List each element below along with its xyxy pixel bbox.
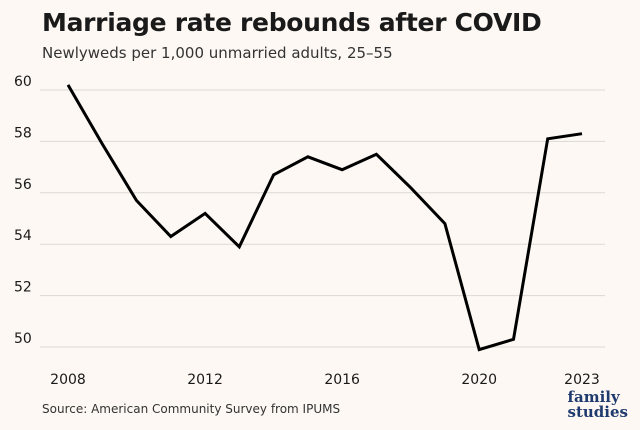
- series-line-0: [66, 84, 583, 352]
- y-tick-label: 52: [14, 280, 32, 296]
- y-tick-labels: 50 52 54 56 58 60: [14, 74, 32, 347]
- x-tick-label: 2023: [564, 372, 600, 388]
- y-tick-label: 58: [14, 125, 32, 141]
- chart-subtitle: Newlyweds per 1,000 unmarried adults, 25…: [42, 44, 393, 62]
- series-lines: [66, 84, 583, 352]
- x-tick-label: 2020: [461, 372, 497, 388]
- gridlines: [40, 89, 605, 348]
- source-note: Source: American Community Survey from I…: [42, 402, 341, 416]
- chart-title: Marriage rate rebounds after COVID: [42, 8, 542, 37]
- x-tick-labels: 2008 2012 2016 2020 2023: [50, 372, 600, 388]
- x-tick-label: 2016: [324, 372, 360, 388]
- y-tick-label: 50: [14, 331, 32, 347]
- y-tick-label: 60: [14, 74, 32, 90]
- x-tick-label: 2008: [50, 372, 86, 388]
- y-tick-label: 54: [14, 228, 32, 244]
- y-tick-label: 56: [14, 177, 32, 193]
- logo-line-2: studies: [567, 403, 628, 421]
- logo-line-1: family: [567, 388, 620, 406]
- family-studies-logo: family studies: [568, 390, 628, 420]
- x-tick-label: 2012: [187, 372, 223, 388]
